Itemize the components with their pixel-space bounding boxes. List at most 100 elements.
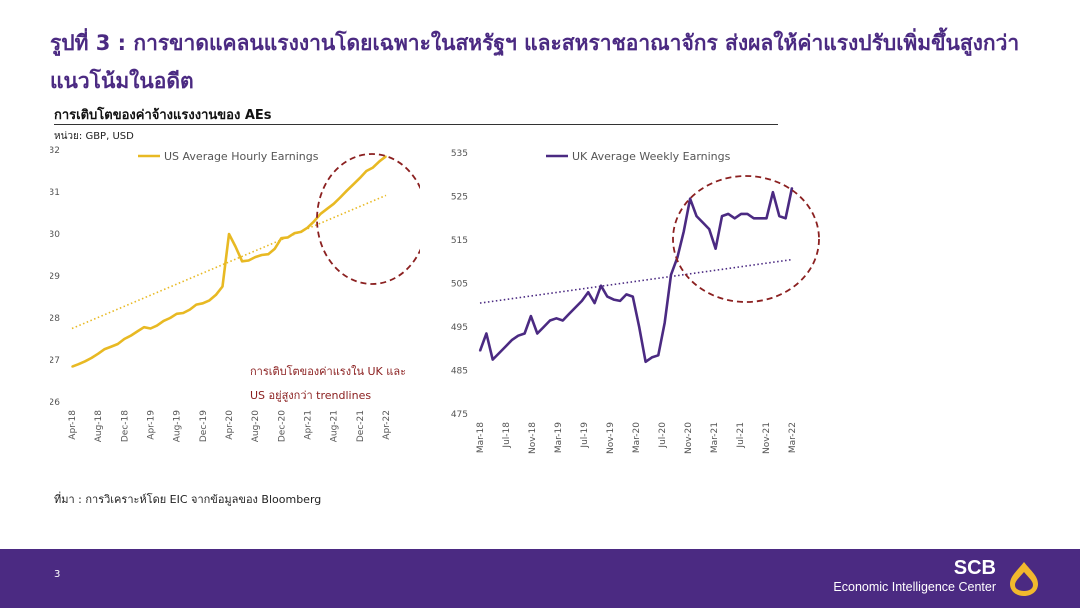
x-tick-label: Jul-20 <box>658 422 668 449</box>
data-point <box>274 247 276 250</box>
data-point <box>346 189 348 192</box>
data-point <box>778 215 781 217</box>
data-point <box>143 326 145 328</box>
uk-data-points <box>479 187 793 363</box>
data-point <box>581 300 583 302</box>
data-point <box>208 299 211 302</box>
uk-earnings-chart: 475 485 495 505 515 525 535 Mar-18 Jul-18 Nov-18… <box>451 149 820 454</box>
data-point <box>708 228 710 230</box>
x-tick-label: Nov-18 <box>528 422 538 454</box>
x-tick-label: Apr-21 <box>304 410 314 440</box>
data-point <box>90 357 93 359</box>
data-point <box>339 196 342 199</box>
data-point <box>772 191 774 193</box>
data-point <box>202 302 204 305</box>
data-point <box>638 326 640 328</box>
data-point <box>71 365 73 368</box>
uk-highlight-ellipse <box>672 175 820 303</box>
data-point <box>215 294 217 296</box>
data-point <box>574 306 577 309</box>
data-point <box>600 284 602 287</box>
data-point <box>234 245 237 248</box>
data-point <box>156 324 158 327</box>
data-point <box>714 247 717 250</box>
data-point <box>280 237 283 239</box>
data-point <box>372 166 374 169</box>
data-point <box>365 170 368 172</box>
y-tick-label: 475 <box>451 410 468 420</box>
y-tick-label: 28 <box>50 314 60 324</box>
data-point <box>84 360 86 363</box>
x-tick-label: Apr-22 <box>382 410 392 440</box>
data-point <box>683 230 685 233</box>
data-point <box>663 321 666 324</box>
data-point <box>555 317 558 320</box>
data-point <box>536 332 539 335</box>
y-tick-label: 515 <box>451 236 468 246</box>
x-tick-label: Aug-20 <box>251 410 261 443</box>
data-point <box>612 298 615 301</box>
data-point <box>625 293 628 296</box>
title-underline <box>54 124 778 125</box>
data-point <box>753 217 755 220</box>
data-point <box>103 348 106 350</box>
x-tick-label: Mar-20 <box>632 422 642 453</box>
uk-series-line <box>478 187 794 364</box>
annotation-line-1: การเติบโตของค่าแรงใน UK และ <box>250 364 406 378</box>
y-tick-label: 30 <box>50 230 60 240</box>
data-point <box>511 339 513 341</box>
data-point <box>169 317 171 319</box>
data-point <box>632 295 634 298</box>
data-point <box>765 217 768 220</box>
data-point <box>733 217 736 220</box>
data-point <box>319 213 322 215</box>
chart-section-title: การเติบโตของค่าจ้างแรงงานของ AEs <box>54 108 272 123</box>
x-tick-label: Apr-20 <box>225 410 235 440</box>
data-point <box>293 232 296 234</box>
data-point <box>695 215 698 217</box>
brand-block: SCB Economic Intelligence Center <box>833 557 996 595</box>
data-point <box>149 327 152 330</box>
x-tick-label: Aug-18 <box>94 410 104 443</box>
brand-name: SCB <box>953 557 996 579</box>
y-tick-label: 485 <box>451 367 468 377</box>
x-tick-label: Jul-18 <box>502 422 512 449</box>
x-tick-label: Aug-21 <box>330 410 340 442</box>
data-point <box>162 320 165 322</box>
unit-label: หน่วย: GBP, USD <box>54 131 134 142</box>
data-point <box>517 334 519 337</box>
source-note: ที่มา : การวิเคราะห์โดย EIC จากข้อมูลของ… <box>54 493 322 506</box>
data-point <box>97 352 99 355</box>
data-point <box>130 334 132 337</box>
data-point <box>606 295 609 298</box>
y-tick-label: 505 <box>451 280 468 290</box>
data-point <box>644 361 647 363</box>
data-point <box>326 208 328 210</box>
data-point <box>110 345 113 348</box>
data-point <box>689 197 691 200</box>
data-point <box>504 345 507 348</box>
data-point <box>759 217 761 220</box>
data-point <box>385 155 387 158</box>
uk-legend-label: UK Average Weekly Earnings <box>572 150 731 163</box>
footer-bar: 3 SCB Economic Intelligence Center <box>0 549 1080 608</box>
uk-x-axis: Mar-18 Jul-18 Nov-18 Mar-19 Jul-19 Nov-19 Mar-… <box>476 422 798 454</box>
us-x-axis: Apr-18 Aug-18 Dec-18 Apr-19 Aug-19 Dec-19 Apr-… <box>68 410 392 443</box>
data-point <box>791 187 793 189</box>
data-point <box>182 312 184 314</box>
x-tick-label: Jul-19 <box>580 422 590 449</box>
page-number: 3 <box>54 569 61 580</box>
data-point <box>587 291 589 293</box>
page-title: รูปที่ 3 : การขาดแคลนแรงงานโดยเฉพาะในสหร… <box>50 31 1020 93</box>
us-y-axis: 26 27 28 29 30 31 32 <box>50 146 60 408</box>
data-point <box>189 308 191 311</box>
scb-logo-icon <box>1010 562 1038 596</box>
x-tick-label: Jul-21 <box>736 422 746 449</box>
y-tick-label: 31 <box>50 188 60 198</box>
x-tick-label: Aug-19 <box>173 410 183 443</box>
x-tick-label: Apr-18 <box>68 410 78 440</box>
data-point <box>479 350 481 352</box>
data-point <box>77 363 80 365</box>
uk-y-axis: 475 485 495 505 515 525 535 <box>451 149 468 420</box>
data-point <box>542 326 545 328</box>
